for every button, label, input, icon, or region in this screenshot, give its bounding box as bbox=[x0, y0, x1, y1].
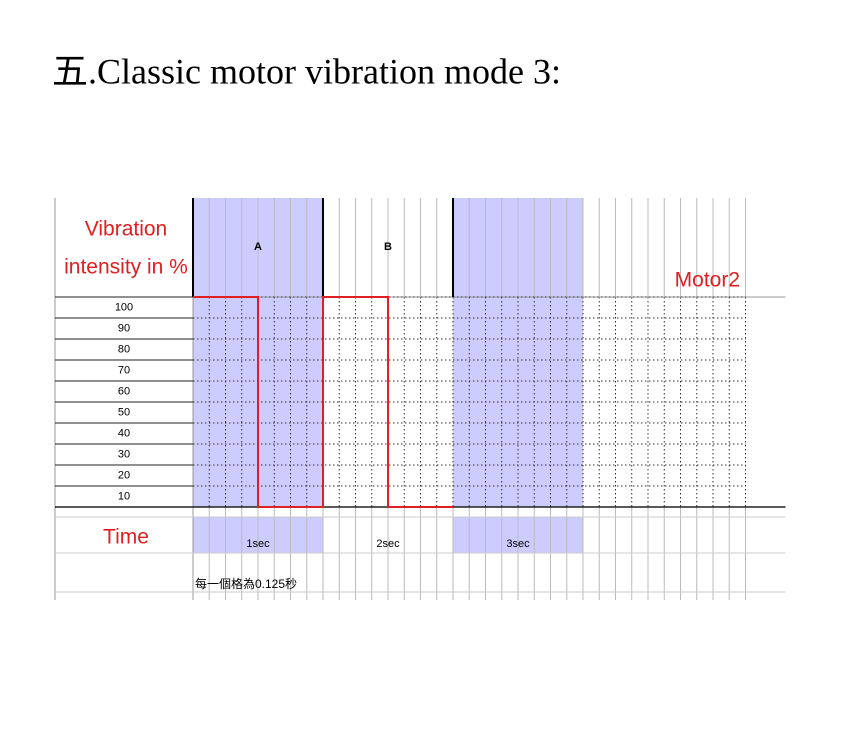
section-label: B bbox=[384, 241, 392, 253]
y-axis-label: Vibration bbox=[85, 218, 168, 241]
y-axis-label: intensity in % bbox=[64, 256, 188, 279]
legend-label: Motor2 bbox=[675, 269, 740, 292]
y-tick-label: 60 bbox=[118, 385, 130, 397]
y-tick-label: 30 bbox=[118, 448, 130, 460]
y-tick-label: 40 bbox=[118, 427, 130, 439]
y-tick-label: 80 bbox=[118, 343, 130, 355]
page-title: 五.Classic motor vibration mode 3: bbox=[52, 51, 561, 91]
y-tick-label: 50 bbox=[118, 406, 130, 418]
y-tick-label: 10 bbox=[118, 490, 130, 502]
y-tick-label: 70 bbox=[118, 364, 130, 376]
x-axis-label: Time bbox=[103, 526, 149, 549]
section-label: A bbox=[254, 241, 262, 253]
y-tick-label: 100 bbox=[115, 301, 133, 313]
waveform bbox=[193, 296, 453, 508]
note: 每一個格為0.125秒 bbox=[195, 576, 297, 591]
y-tick-label: 90 bbox=[118, 322, 130, 334]
y-tick-label: 20 bbox=[118, 469, 130, 481]
